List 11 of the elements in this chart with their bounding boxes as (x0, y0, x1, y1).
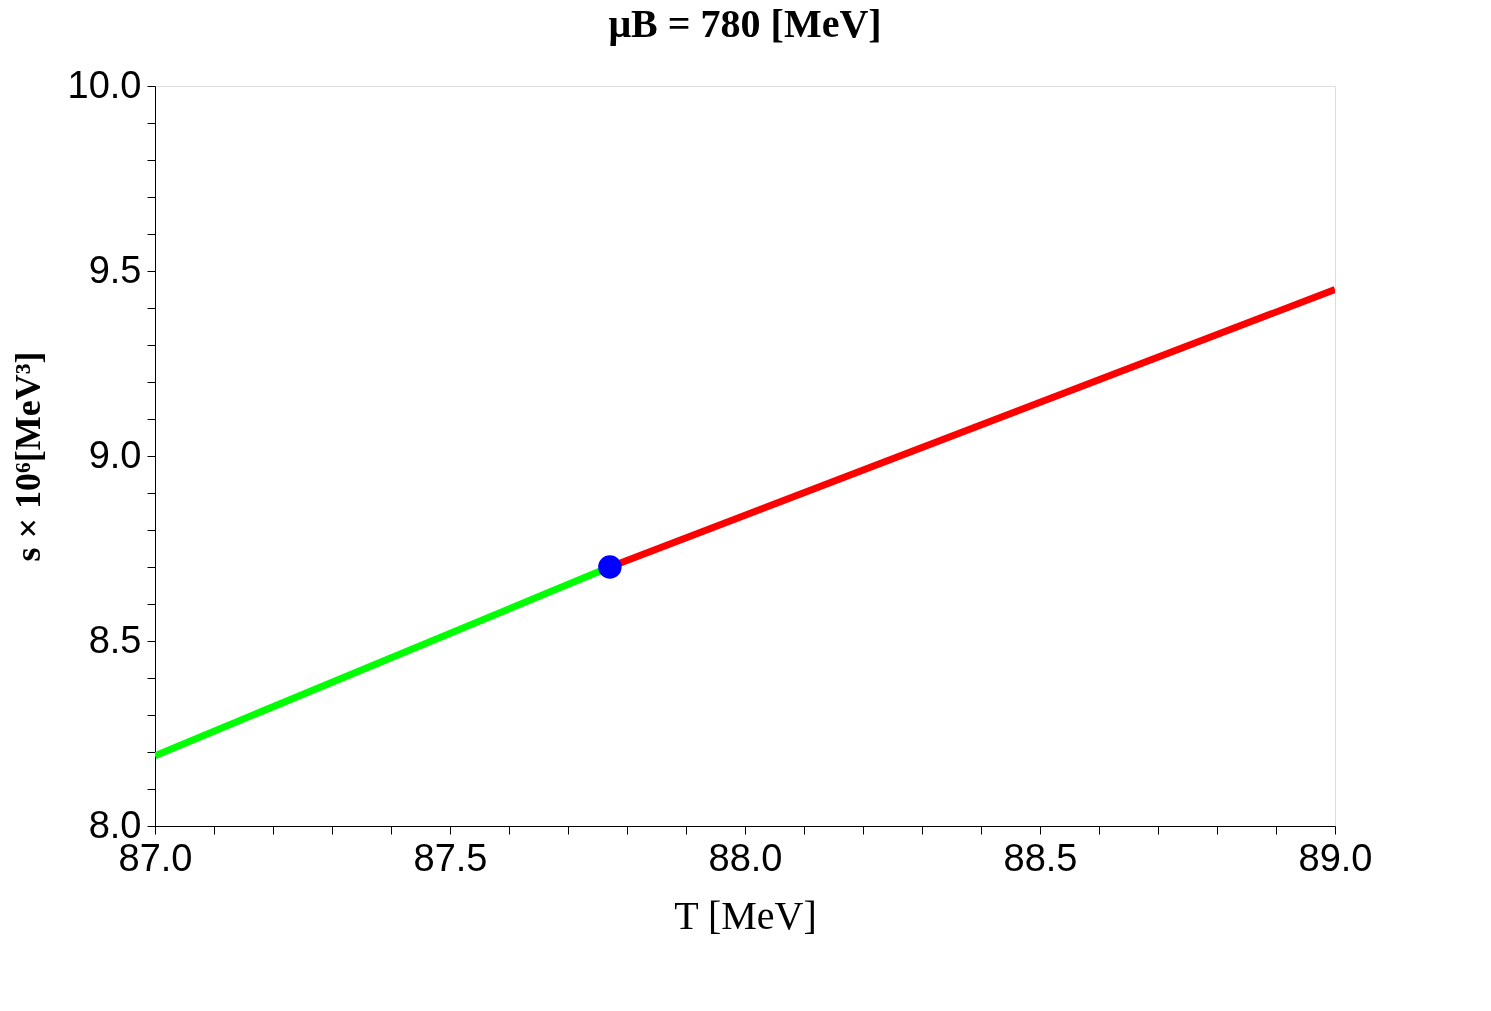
y-tick-label: 8.5 (88, 618, 142, 661)
y-axis-title: s × 10⁶[MeV³] (7, 351, 48, 562)
x-tick-label: 89.0 (1298, 836, 1373, 879)
y-tick-label: 9.0 (88, 433, 142, 476)
x-axis-title: T [MeV] (674, 892, 817, 938)
x-tick-label: 88.5 (1003, 836, 1078, 879)
x-tick-label: 87.5 (413, 836, 488, 879)
chart-title: μB = 780 [MeV] (608, 1, 882, 46)
y-tick-label: 10.0 (67, 63, 142, 106)
x-tick-label: 88.0 (708, 836, 783, 879)
y-tick-label: 9.5 (88, 248, 142, 291)
